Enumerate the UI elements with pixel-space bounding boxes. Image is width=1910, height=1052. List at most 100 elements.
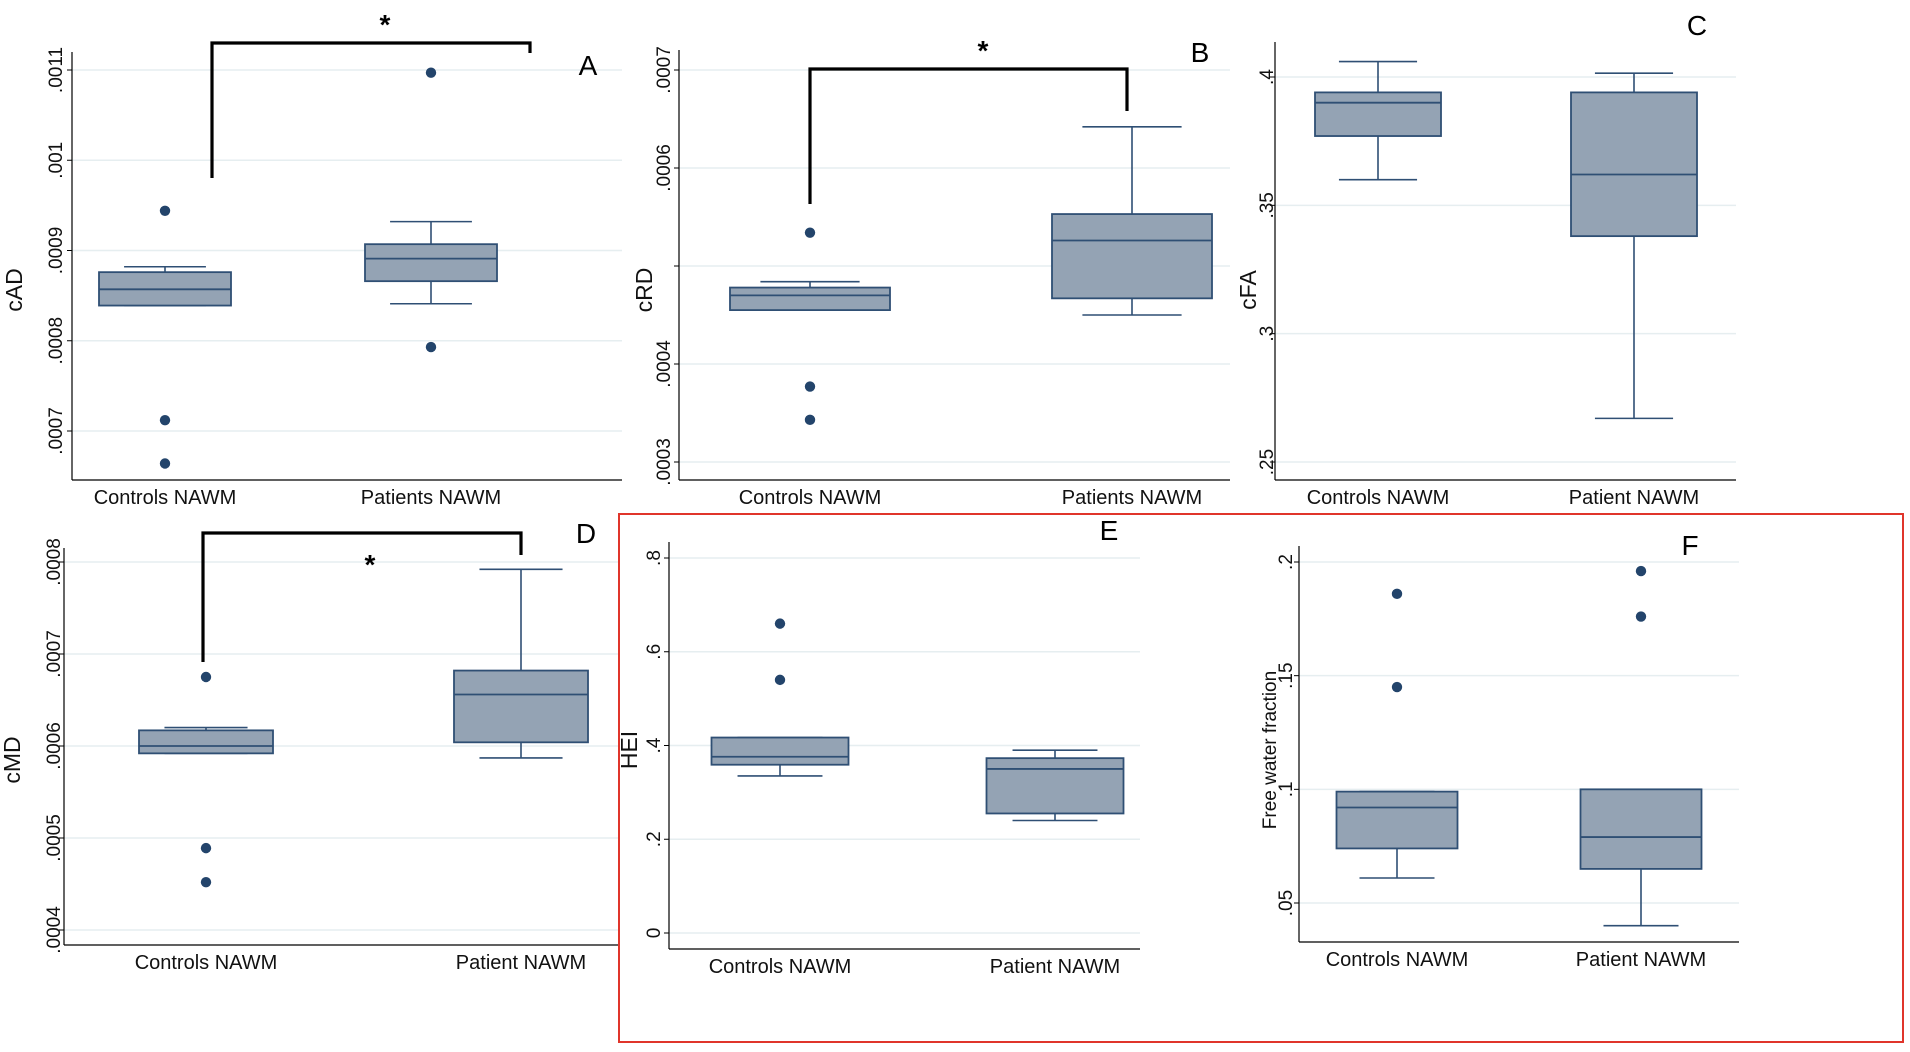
outlier-point (804, 227, 816, 238)
significance-bracket (808, 67, 1129, 204)
x-tick-label: Controls NAWM (739, 487, 882, 509)
y-tick-label: .0007 (46, 407, 67, 455)
box-group (1335, 588, 1459, 879)
box-group (364, 67, 498, 353)
iqr-box (453, 669, 589, 744)
y-axis-label: cAD (1, 268, 27, 311)
box-group (729, 227, 891, 426)
x-tick-label: Controls NAWM (1326, 949, 1469, 971)
y-axis-label: cMD (0, 736, 25, 783)
x-tick-label: Patient NAWM (990, 956, 1120, 978)
box-group (710, 618, 850, 777)
iqr-box (1314, 91, 1442, 137)
box-group (453, 568, 589, 759)
y-tick-label: .2 (644, 831, 665, 847)
outlier-point (425, 67, 437, 78)
significance-bracket (201, 531, 523, 662)
outlier-point (804, 414, 816, 426)
y-tick-label: .0006 (44, 722, 65, 770)
iqr-box (138, 729, 274, 755)
y-tick-label: .35 (1257, 192, 1278, 218)
outlier-point (425, 341, 437, 353)
panel-b: .0003 .0004 .0006 .0007 cRD Controls NAWM Pati… (631, 35, 1230, 509)
outlier-point (159, 414, 171, 426)
y-tick-label: .8 (644, 550, 665, 566)
x-tick-label: Patient NAWM (1576, 949, 1706, 971)
y-axis-label: cRD (631, 268, 657, 313)
iqr-box (1579, 788, 1703, 870)
panel-label: E (1100, 515, 1119, 546)
x-tick-label: Controls NAWM (709, 956, 852, 978)
panel-d: .0004 .0005 .0006 .0007 .0008 cMD Controls NAW… (0, 518, 620, 974)
panel-e: 0 .2 .4 .6 .8 HEI Controls NAWM Patient NAWM E (616, 515, 1140, 978)
y-tick-label: .1 (1276, 781, 1297, 797)
outlier-point (1391, 588, 1403, 600)
box-group (1314, 60, 1442, 181)
y-tick-label: .3 (1257, 326, 1278, 342)
box-group (1051, 126, 1213, 316)
outlier-point (200, 876, 212, 888)
outlier-point (1391, 681, 1403, 693)
iqr-box (710, 736, 850, 766)
y-tick-label: .0004 (654, 340, 675, 388)
panel-c: .25 .3 .35 .4 cFA Controls NAWM Patient NAWM C (1235, 10, 1736, 509)
y-axis-label: Free water fraction (1260, 671, 1281, 829)
outlier-point (774, 674, 786, 686)
y-tick-label: .0004 (44, 906, 65, 954)
panel-label: C (1687, 10, 1707, 41)
y-axis-label: HEI (616, 731, 642, 769)
y-tick-label: .0003 (654, 438, 675, 486)
y-tick-label: .0008 (44, 538, 65, 586)
y-tick-label: .0005 (44, 814, 65, 862)
significance-star: * (978, 35, 989, 66)
y-tick-label: 0 (644, 928, 665, 939)
significance-bracket (210, 41, 532, 178)
x-tick-label: Controls NAWM (94, 487, 237, 509)
iqr-box (729, 286, 891, 311)
iqr-box (364, 243, 498, 283)
x-tick-label: Patients NAWM (361, 487, 501, 509)
y-axis-label: cFA (1235, 270, 1261, 310)
y-tick-label: .0008 (46, 317, 67, 365)
y-tick-label: .05 (1276, 890, 1297, 916)
y-tick-label: .2 (1276, 554, 1297, 570)
x-tick-label: Patient NAWM (1569, 487, 1699, 509)
iqr-box (985, 757, 1125, 815)
outlier-point (1635, 565, 1647, 577)
y-tick-label: .6 (644, 644, 665, 660)
box-group (1570, 72, 1698, 420)
y-tick-label: .0007 (44, 630, 65, 678)
y-tick-label: .0011 (46, 47, 67, 93)
box-group (985, 749, 1125, 822)
significance-star: * (365, 549, 376, 580)
outlier-point (159, 205, 171, 216)
y-tick-label: .25 (1257, 449, 1278, 475)
outlier-point (804, 381, 816, 392)
panel-a: .0007 .0008 .0009 .001 .0011 cAD Controls NAWM… (1, 9, 622, 509)
box-group (138, 671, 274, 888)
panel-label: D (576, 518, 596, 549)
y-tick-label: .15 (1276, 662, 1297, 688)
box-group (1579, 565, 1703, 927)
x-tick-label: Patients NAWM (1062, 487, 1202, 509)
x-tick-label: Controls NAWM (1307, 487, 1450, 509)
outlier-point (200, 842, 212, 854)
box-group (98, 205, 232, 469)
y-tick-label: .4 (1257, 69, 1278, 85)
panel-label: B (1191, 37, 1210, 68)
significance-star: * (380, 9, 391, 40)
y-tick-label: .4 (644, 737, 665, 753)
iqr-box (1051, 213, 1213, 300)
y-tick-label: .0007 (654, 46, 675, 94)
y-tick-label: .001 (46, 142, 67, 179)
panel-label: F (1681, 530, 1698, 561)
x-tick-label: Patient NAWM (456, 952, 586, 974)
outlier-point (200, 671, 212, 683)
y-tick-label: .0006 (654, 144, 675, 192)
iqr-box (1570, 91, 1698, 238)
panel-label: A (579, 50, 598, 81)
outlier-point (159, 458, 171, 469)
outlier-point (774, 618, 786, 629)
panel-f: .05 .1 .15 .2 Free water fraction Controls NA… (1260, 530, 1739, 971)
